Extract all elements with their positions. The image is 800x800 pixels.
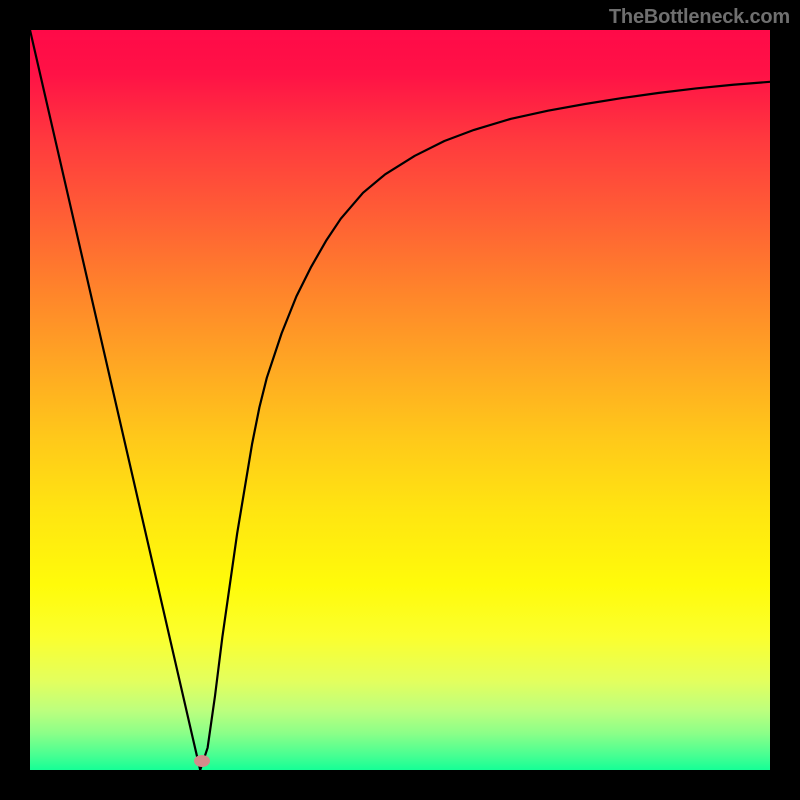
watermark: TheBottleneck.com: [609, 6, 790, 29]
min-point-marker: [194, 755, 210, 767]
bottleneck-curve: [30, 30, 770, 770]
